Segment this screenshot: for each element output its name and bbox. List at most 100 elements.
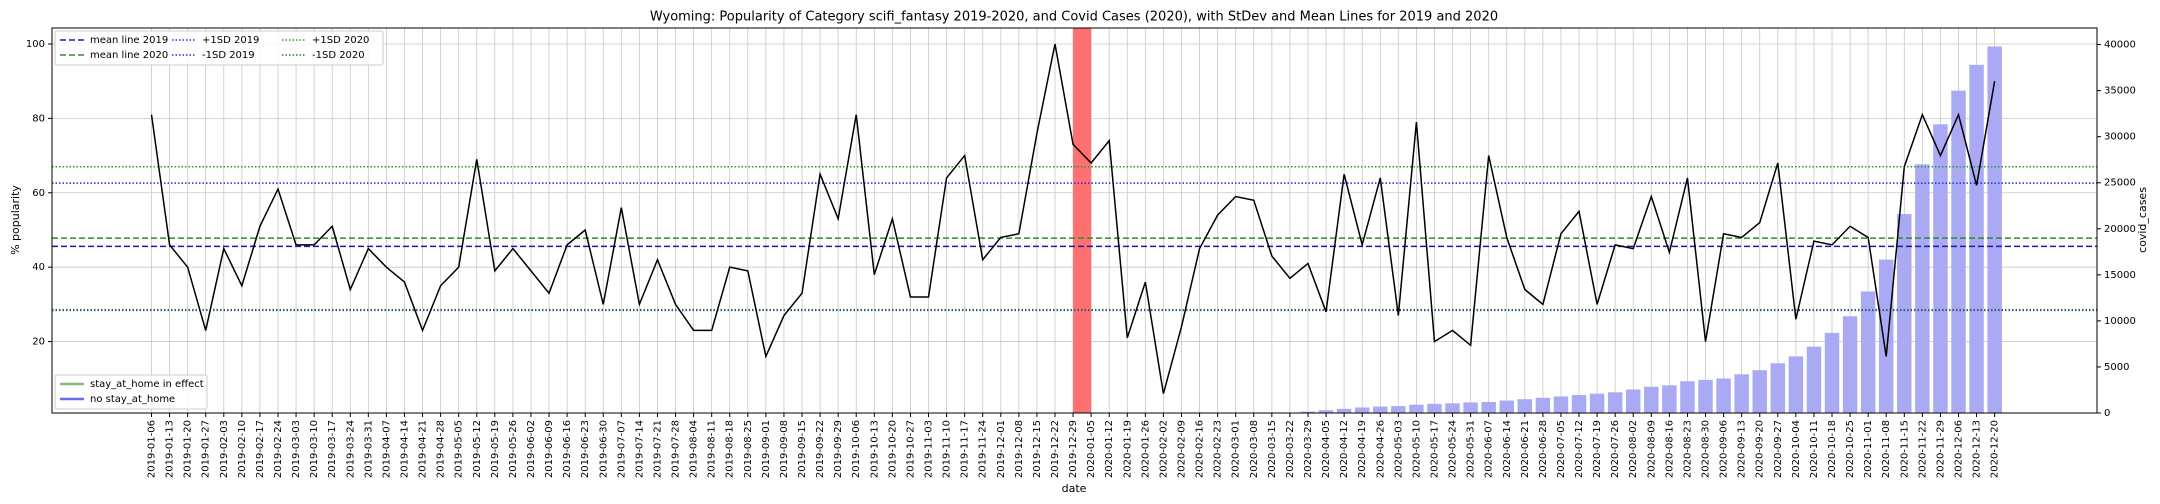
x-tick-label: 2020-10-25 — [1845, 420, 1856, 478]
x-tick-label: 2020-04-12 — [1339, 420, 1350, 478]
x-tick-label: 2019-06-09 — [544, 420, 555, 478]
x-axis-label: date — [1062, 482, 1087, 495]
x-tick-label: 2019-10-20 — [887, 420, 898, 478]
x-tick-label: 2019-05-05 — [454, 420, 465, 478]
x-tick-label: 2019-08-04 — [689, 420, 700, 478]
bar — [1481, 401, 1496, 413]
x-tick-label: 2019-05-12 — [472, 420, 483, 478]
bar — [1788, 356, 1804, 413]
x-tick-label: 2019-02-24 — [273, 420, 284, 478]
y-axis-label: % popularity — [9, 185, 22, 255]
bar — [1716, 378, 1731, 413]
x-tick-label: 2020-07-26 — [1610, 420, 1621, 478]
bar — [1535, 397, 1551, 413]
x-tick-label: 2019-07-28 — [671, 420, 682, 478]
x-tick-label: 2019-01-06 — [147, 420, 158, 478]
x-tick-label: 2020-09-13 — [1737, 420, 1748, 478]
x-tick-label: 2019-12-01 — [996, 420, 1007, 478]
x-tick-label: 2020-11-29 — [1935, 420, 1946, 478]
x-tick-label: 2020-09-06 — [1719, 420, 1730, 478]
bar — [1300, 411, 1316, 413]
y-tick-label: 40 — [32, 262, 45, 273]
x-tick-label: 2019-11-03 — [924, 420, 935, 478]
x-tick-label: 2019-02-10 — [237, 420, 248, 478]
x-tick-label: 2019-09-22 — [815, 420, 826, 478]
bar — [1373, 406, 1388, 413]
x-tick-label: 2020-03-01 — [1231, 420, 1242, 478]
bar — [1878, 259, 1894, 413]
x-tick-label: 2020-12-06 — [1954, 420, 1965, 478]
x-tick-label: 2020-08-02 — [1628, 420, 1639, 478]
x-tick-label: 2019-03-17 — [327, 420, 338, 478]
bar — [1897, 214, 1912, 413]
y2-tick-label: 0 — [2104, 408, 2110, 419]
x-tick-label: 2020-04-19 — [1357, 420, 1368, 478]
x-tick-label: 2020-05-31 — [1466, 420, 1477, 478]
bar — [1607, 392, 1623, 413]
x-tick-label: 2019-02-03 — [219, 420, 230, 478]
x-tick-label: 2019-10-27 — [905, 420, 916, 478]
highlight-band — [1073, 28, 1092, 413]
legend-box — [54, 374, 208, 410]
x-tick-label: 2019-03-03 — [291, 420, 302, 478]
x-tick-label: 2019-06-16 — [562, 420, 573, 478]
x-tick-label: 2019-09-29 — [833, 420, 844, 478]
x-tick-label: 2019-08-11 — [707, 420, 718, 478]
bar — [1734, 374, 1749, 413]
x-tick-label: 2020-10-04 — [1791, 420, 1802, 478]
x-tick-label: 2020-05-17 — [1429, 420, 1440, 478]
x-tick-label: 2019-04-21 — [418, 420, 429, 478]
x-tick-label: 2020-03-29 — [1303, 420, 1314, 478]
bar — [1445, 403, 1460, 413]
x-tick-label: 2019-06-30 — [598, 420, 609, 478]
x-tick-label: 2020-12-13 — [1972, 420, 1983, 478]
x-tick-label: 2019-11-17 — [960, 420, 971, 478]
x-tick-label: 2019-01-27 — [201, 420, 212, 478]
bar — [1517, 399, 1533, 413]
y2-tick-label: 30000 — [2104, 132, 2136, 143]
bar — [1336, 408, 1352, 413]
x-tick-label: 2019-09-01 — [761, 420, 772, 478]
x-tick-label: 2019-04-28 — [436, 420, 447, 478]
x-tick-label: 2019-05-19 — [490, 420, 501, 478]
bar — [1499, 400, 1514, 413]
x-tick-label: 2019-08-18 — [725, 420, 736, 478]
x-tick-label: 2020-06-07 — [1484, 420, 1495, 478]
bar — [1806, 346, 1822, 413]
x-tick-label: 2019-10-13 — [869, 420, 880, 478]
bar — [1409, 404, 1424, 413]
bar — [1969, 64, 1984, 413]
y2-axis-label: covid_cases — [2136, 187, 2149, 253]
x-tick-label: 2020-01-05 — [1086, 420, 1097, 478]
x-tick-label: 2020-07-12 — [1574, 420, 1585, 478]
x-tick-label: 2019-06-02 — [526, 420, 537, 478]
y2-tick-label: 15000 — [2104, 270, 2136, 281]
x-tick-label: 2020-09-20 — [1755, 420, 1766, 478]
bar — [1933, 124, 1948, 413]
legend-label: +1SD 2020 — [312, 35, 369, 46]
y2-tick-label: 10000 — [2104, 316, 2136, 327]
x-tick-label: 2019-11-10 — [942, 420, 953, 478]
x-tick-label: 2019-09-15 — [797, 420, 808, 478]
x-tick-label: 2019-12-29 — [1068, 420, 1079, 478]
y-tick-label: 60 — [32, 188, 45, 199]
x-tick-label: 2019-11-24 — [978, 420, 989, 478]
y-tick-label: 80 — [32, 113, 45, 124]
bar — [1318, 410, 1334, 413]
bar — [1427, 403, 1442, 413]
x-tick-label: 2020-07-19 — [1592, 420, 1603, 478]
bar — [1824, 332, 1840, 413]
bar — [1680, 381, 1695, 413]
y2-tick-label: 5000 — [2104, 362, 2129, 373]
x-tick-label: 2020-05-03 — [1393, 420, 1404, 478]
x-tick-label: 2020-06-14 — [1502, 420, 1513, 478]
x-tick-label: 2020-03-08 — [1249, 420, 1260, 478]
bar — [1644, 386, 1659, 413]
bar — [1391, 406, 1406, 413]
legend-label: no stay_at_home — [90, 394, 175, 405]
x-tick-label: 2020-12-20 — [1990, 420, 2001, 478]
x-tick-label: 2020-05-24 — [1448, 420, 1459, 478]
y-tick-label: 20 — [32, 337, 45, 348]
x-tick-label: 2020-11-22 — [1917, 420, 1928, 478]
